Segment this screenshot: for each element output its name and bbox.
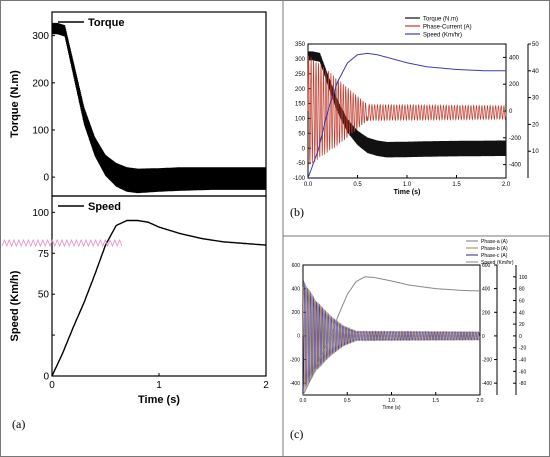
y-right-2-tick-label: 50	[532, 42, 539, 48]
y-right-tick-label: -400	[509, 163, 522, 169]
y-right-tick-label: -200	[509, 136, 522, 142]
y-tick-label: 300	[295, 57, 306, 63]
y-right-2-tick-label: 60	[519, 298, 525, 304]
y-tick-label: -400	[290, 381, 300, 387]
y-tick-label: -50	[296, 161, 305, 167]
panel-label-b: (b)	[290, 205, 304, 219]
speed-series	[302, 276, 480, 396]
y-tick-label: 200	[32, 78, 49, 89]
x-tick-label: 0	[49, 380, 55, 391]
y-tick-label: 100	[32, 125, 49, 136]
legend-label: Speed	[88, 201, 121, 213]
speed-series	[307, 52, 506, 179]
x-tick-label: 0.0	[300, 398, 307, 404]
legend-label: Speed (Km/hr)	[423, 33, 462, 39]
x-tick-label: 1.5	[432, 398, 439, 404]
y-right-2-tick-label: -80	[519, 381, 526, 387]
legend-label: Phase-a (A)	[481, 239, 508, 245]
x-axis-label: Time (s)	[394, 189, 421, 196]
x-tick-label: 2.0	[502, 182, 511, 188]
plot-frame	[51, 195, 267, 377]
y-right-tick-label: 600	[482, 263, 491, 269]
x-tick-label: 2.0	[477, 398, 484, 404]
y-tick-label: 0	[43, 372, 49, 383]
y-right-2-tick-label: -40	[519, 358, 526, 364]
artifact-zigzag	[1, 238, 123, 248]
y-right-tick-label: 200	[482, 310, 491, 316]
y-right-tick-label: 400	[509, 55, 520, 61]
y-axis-label: Torque (N.m)	[9, 70, 21, 138]
panel-label-c: (c)	[290, 427, 303, 441]
x-tick-label: 0.0	[304, 182, 313, 188]
y-right-2-tick-label: 100	[519, 275, 528, 281]
x-tick-label: 1.0	[388, 398, 395, 404]
x-tick-label: 1.0	[403, 182, 412, 188]
y-tick-label: 100	[295, 117, 306, 123]
y-tick-label: 50	[298, 131, 305, 137]
y-right-2-tick-label: 20	[532, 122, 539, 128]
y-tick-label: 0	[43, 173, 49, 184]
y-right-tick-label: 200	[509, 82, 520, 88]
y-tick-label: 600	[292, 263, 301, 269]
x-tick-label: 1	[156, 380, 162, 391]
panel-label-a: (a)	[12, 417, 25, 431]
y-tick-label: 200	[292, 310, 301, 316]
y-tick-label: 150	[295, 102, 306, 108]
phase-current-series	[307, 55, 507, 165]
y-tick-label: 400	[292, 286, 301, 292]
y-tick-label: 200	[295, 87, 306, 93]
y-right-tick-label: 400	[482, 287, 491, 293]
y-right-2-tick-label: 80	[519, 287, 525, 293]
x-tick-label: 1.5	[452, 182, 461, 188]
y-right-2-tick-label: 40	[519, 310, 525, 316]
y-right-tick-label: 0	[482, 334, 485, 340]
y-tick-label: 0	[302, 146, 306, 152]
y-tick-label: 300	[32, 31, 49, 42]
legend-label: Phase-c (A)	[481, 253, 508, 259]
y-right-2-tick-label: -60	[519, 369, 526, 375]
phase-series	[302, 282, 481, 393]
y-right-tick-label: -400	[482, 381, 492, 387]
y-right-2-tick-label: -20	[519, 346, 526, 352]
y-axis-label: Speed (Km/h)	[9, 270, 21, 341]
y-tick-label: -100	[293, 176, 306, 182]
torque-series	[307, 51, 507, 158]
legend-label: Phase-Current (A)	[423, 25, 472, 31]
y-right-2-tick-label: 0	[519, 334, 522, 340]
y-right-tick-label: 0	[509, 109, 513, 115]
x-axis-label: Time (s)	[138, 394, 180, 406]
y-tick-label: 75	[38, 249, 50, 260]
speed-series	[51, 219, 267, 377]
legend-label: Torque	[88, 17, 124, 29]
chart-a-speed: 0 50 75 100 0 1 2 Speed (Km/h) Time (s) Speed	[1, 195, 269, 406]
y-right-tick-label: -200	[482, 358, 492, 364]
y-right-2-tick-label: 20	[519, 322, 525, 328]
legend-label: Phase-b (A)	[481, 246, 508, 252]
y-right-2-tick-label: 10	[532, 149, 539, 155]
y-tick-label: 250	[295, 72, 306, 78]
y-tick-label: 50	[38, 290, 50, 301]
y-tick-label: 0	[297, 334, 300, 340]
x-axis-label: Time (s)	[382, 405, 400, 411]
x-tick-label: 0.5	[353, 182, 362, 188]
legend-label: Speed (Km/hr)	[481, 260, 514, 266]
y-tick-label: -200	[290, 357, 300, 363]
x-tick-label: 2	[263, 380, 269, 391]
y-right-2-tick-label: 30	[532, 96, 539, 102]
x-tick-label: 0.5	[344, 398, 351, 404]
phase-series	[302, 280, 481, 389]
torque-series	[51, 22, 267, 194]
chart-a-torque: 0 100 200 300 Torque (N.m) Torque	[9, 11, 267, 197]
y-tick-label: 100	[32, 208, 49, 219]
y-right-2-tick-label: 40	[532, 69, 539, 75]
legend-label: Torque (N.m)	[423, 17, 458, 23]
y-tick-label: 350	[295, 42, 306, 48]
phase-series	[302, 284, 481, 391]
